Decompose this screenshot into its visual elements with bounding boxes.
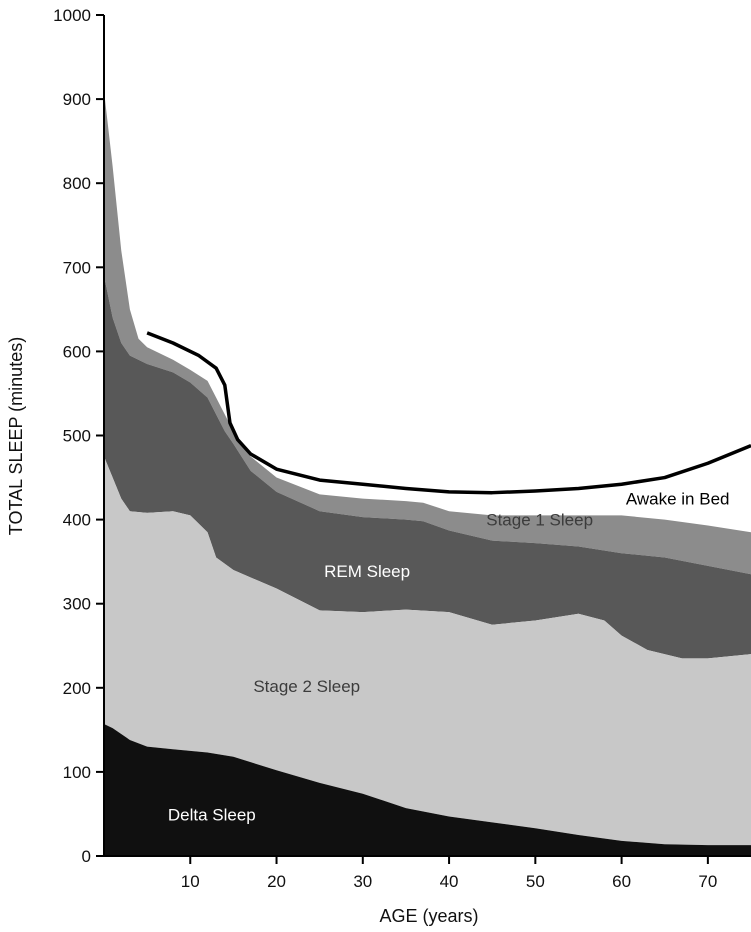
stage-2-sleep-area — [104, 456, 751, 846]
x-tick-label: 20 — [267, 872, 286, 891]
y-tick-label: 600 — [63, 342, 91, 361]
rem-sleep-label: REM Sleep — [324, 562, 410, 581]
stage-1-sleep-area — [104, 90, 751, 575]
x-tick-label: 40 — [440, 872, 459, 891]
awake-in-bed-label: Awake in Bed — [626, 489, 730, 508]
y-tick-label: 1000 — [53, 6, 91, 25]
x-tick-label: 10 — [181, 872, 200, 891]
delta-sleep-label: Delta Sleep — [168, 806, 256, 825]
y-tick-label: 900 — [63, 90, 91, 109]
x-tick-label: 70 — [698, 872, 717, 891]
area-layer — [104, 90, 751, 856]
tick-layer: 0 100 200 300 400 500 600 700 800 900 1000 10 20 30 40… — [53, 6, 717, 891]
y-tick-label: 800 — [63, 174, 91, 193]
delta-sleep-area — [104, 723, 751, 856]
y-tick-label: 400 — [63, 511, 91, 530]
x-tick-label: 60 — [612, 872, 631, 891]
y-tick-label: 200 — [63, 679, 91, 698]
y-tick-label: 700 — [63, 258, 91, 277]
stage-1-sleep-label: Stage 1 Sleep — [486, 510, 593, 529]
x-tick-label: 30 — [353, 872, 372, 891]
y-tick-label: 500 — [63, 427, 91, 446]
y-axis-label: TOTAL SLEEP (minutes) — [6, 337, 26, 535]
x-tick-label: 50 — [526, 872, 545, 891]
x-axis-label: AGE (years) — [379, 906, 478, 926]
y-tick-label: 0 — [82, 847, 91, 866]
y-tick-label: 100 — [63, 763, 91, 782]
rem-sleep-area — [104, 275, 751, 659]
stage-2-sleep-label: Stage 2 Sleep — [253, 677, 360, 696]
region-label-layer: Awake in Bed Stage 1 Sleep REM Sleep Stage … — [168, 489, 730, 824]
awake-in-bed-line — [146, 331, 751, 495]
y-tick-label: 300 — [63, 595, 91, 614]
